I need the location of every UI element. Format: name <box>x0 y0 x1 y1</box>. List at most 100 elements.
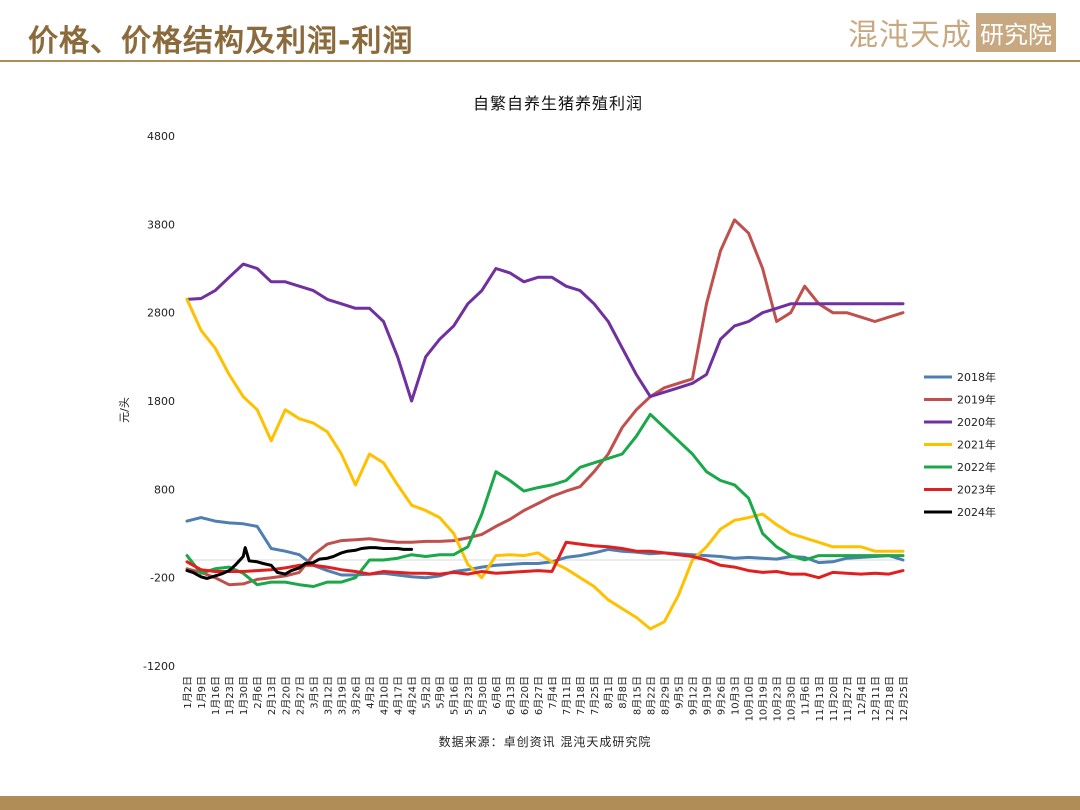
data-point <box>523 280 525 283</box>
data-point <box>424 509 427 512</box>
data-point <box>396 484 399 486</box>
data-point <box>256 583 258 586</box>
x-tick-label: 4月24日 <box>407 676 419 715</box>
x-tick-label: 5月9日 <box>435 676 447 709</box>
data-point <box>565 285 567 287</box>
data-point <box>340 581 343 583</box>
data-point <box>396 574 399 576</box>
data-point <box>747 556 750 559</box>
data-point <box>888 316 890 318</box>
data-source-note: 数据来源：卓创资讯 混沌天成研究院 <box>439 734 652 749</box>
data-point <box>495 470 497 473</box>
x-tick-label: 4月10日 <box>379 676 391 715</box>
y-axis-label: 元/头 <box>118 397 131 423</box>
data-point <box>360 547 363 550</box>
data-point <box>649 628 652 630</box>
data-point <box>326 581 329 583</box>
data-point <box>410 400 413 402</box>
x-tick-label: 6月6日 <box>491 676 503 709</box>
data-point <box>705 470 708 473</box>
y-tick-label: -1200 <box>143 660 175 673</box>
x-tick-label: 3月12日 <box>322 676 334 715</box>
data-point <box>551 570 553 573</box>
series-line-5 <box>185 540 905 580</box>
x-tick-label: 1月16日 <box>210 676 222 715</box>
data-point <box>270 564 273 567</box>
data-point <box>551 484 553 486</box>
data-point <box>747 232 750 234</box>
data-point <box>438 516 441 519</box>
data-point <box>649 395 652 398</box>
data-point <box>775 307 778 310</box>
x-tick-label: 11月6日 <box>800 676 812 715</box>
data-point <box>761 571 764 574</box>
data-point <box>388 547 391 550</box>
x-tick-label: 9月26日 <box>715 676 727 715</box>
data-point <box>537 562 539 565</box>
data-point <box>368 573 371 575</box>
data-point <box>481 570 483 573</box>
data-point <box>284 581 287 583</box>
x-tick-label: 7月25日 <box>589 676 601 715</box>
data-point <box>719 338 722 340</box>
data-point <box>803 556 806 559</box>
x-tick-label: 4月17日 <box>393 676 405 715</box>
data-point <box>775 558 778 560</box>
data-point <box>481 289 483 292</box>
data-point <box>607 545 609 548</box>
data-point <box>663 426 666 429</box>
profit-line-chart: 自繁自养生猪养殖利润 元/头 4800 3800 2800 1800 800 -200 -1… <box>118 94 996 749</box>
data-point <box>817 554 820 557</box>
x-tick-label: 3月5日 <box>308 676 320 709</box>
data-point <box>410 548 413 551</box>
data-point <box>719 479 722 482</box>
data-point <box>747 497 750 499</box>
data-point <box>382 462 385 464</box>
data-point <box>537 502 539 505</box>
x-tick-label: 4月2日 <box>365 676 377 709</box>
x-tick-label: 8月15日 <box>631 676 643 715</box>
data-point <box>789 554 792 557</box>
data-point <box>846 545 848 548</box>
data-point <box>874 303 876 305</box>
data-point <box>438 553 441 556</box>
data-point <box>593 585 595 588</box>
x-tick-label: 9月19日 <box>701 676 713 715</box>
data-point <box>298 567 301 569</box>
series-line-0 <box>185 516 905 580</box>
data-point <box>775 523 778 526</box>
data-point <box>832 571 834 574</box>
data-point <box>214 347 216 349</box>
data-point <box>551 276 553 279</box>
data-point <box>276 571 279 574</box>
data-point <box>832 311 834 314</box>
data-point <box>705 303 708 305</box>
data-point <box>242 395 244 398</box>
data-point <box>284 567 287 569</box>
data-point <box>691 555 694 558</box>
legend-label: 2024年 <box>957 505 996 519</box>
data-point <box>775 320 778 323</box>
data-point <box>326 557 329 560</box>
data-point <box>761 513 764 515</box>
x-tick-label: 3月26日 <box>350 676 362 715</box>
data-point <box>902 303 904 305</box>
data-point <box>775 570 778 573</box>
x-tick-label: 8月22日 <box>645 676 657 715</box>
data-point <box>424 540 427 543</box>
data-point <box>270 581 273 583</box>
logo-text: 混沌天成 <box>848 18 972 53</box>
data-point <box>424 555 427 558</box>
data-point <box>200 575 202 578</box>
data-point <box>761 557 764 560</box>
data-point <box>298 285 301 287</box>
data-point <box>340 453 343 455</box>
x-axis: 1月2日 1月9日 1月16日 1月23日 1月30日 2月6日 2月13日 2月20日 2月2… <box>182 676 910 721</box>
data-point <box>635 616 638 619</box>
data-point <box>719 528 722 530</box>
x-tick-label: 1月30日 <box>238 676 250 715</box>
data-point <box>340 568 343 571</box>
data-point <box>537 569 539 572</box>
data-point <box>803 285 806 287</box>
data-point <box>228 569 230 572</box>
